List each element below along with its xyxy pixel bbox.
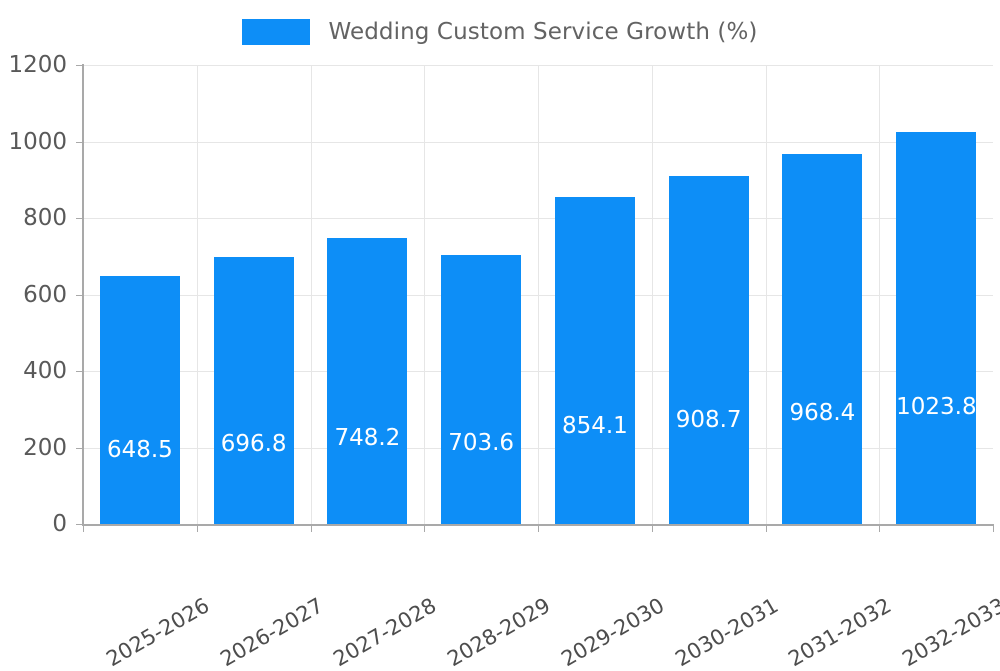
x-tick-label: 2025-2026 bbox=[102, 593, 214, 671]
gridline-vertical bbox=[652, 65, 653, 524]
y-tick-label: 200 bbox=[23, 434, 67, 461]
bar[interactable]: 648.5 bbox=[99, 275, 180, 524]
y-tick-mark bbox=[76, 371, 83, 372]
legend-swatch-icon bbox=[242, 19, 311, 45]
bar-value-label: 696.8 bbox=[220, 431, 287, 458]
y-tick-label: 0 bbox=[52, 511, 67, 537]
bar[interactable]: 968.4 bbox=[782, 153, 863, 524]
bar[interactable]: 748.2 bbox=[327, 237, 408, 524]
bar-value-label: 1023.8 bbox=[896, 393, 977, 420]
bar-value-label: 854.1 bbox=[561, 412, 628, 439]
bar[interactable]: 703.6 bbox=[441, 254, 522, 524]
legend-label: Wedding Custom Service Growth (%) bbox=[328, 19, 758, 45]
y-axis-spine bbox=[82, 64, 84, 525]
y-tick-mark bbox=[76, 65, 83, 66]
gridline-vertical bbox=[197, 65, 198, 524]
y-tick-mark bbox=[76, 524, 83, 525]
chart-legend: Wedding Custom Service Growth (%) bbox=[0, 12, 1000, 52]
gridline-vertical bbox=[424, 65, 425, 524]
bar-value-label: 703.6 bbox=[448, 430, 515, 457]
x-tick-label: 2028-2029 bbox=[443, 593, 555, 671]
x-tick-label: 2032-2033 bbox=[898, 593, 1000, 671]
bar-chart: Wedding Custom Service Growth (%) 0 200 40… bbox=[0, 12, 1000, 671]
x-tick-mark bbox=[652, 524, 653, 532]
y-tick-label: 1000 bbox=[8, 128, 67, 155]
x-tick-mark bbox=[538, 524, 539, 532]
x-tick-mark bbox=[311, 524, 312, 532]
x-tick-label: 2030-2031 bbox=[670, 593, 782, 671]
gridline-vertical bbox=[766, 65, 767, 524]
y-tick-label: 600 bbox=[23, 281, 67, 308]
bar-value-label: 648.5 bbox=[106, 436, 173, 463]
y-tick-mark bbox=[76, 218, 83, 219]
x-tick-mark bbox=[879, 524, 880, 532]
plot-area: 0 200 400 600 800 1000 1200 648.5 696.8 748.2 703… bbox=[8, 52, 1000, 671]
bar[interactable]: 1023.8 bbox=[896, 132, 977, 524]
gridline-vertical bbox=[879, 65, 880, 524]
x-tick-mark bbox=[197, 524, 198, 532]
x-tick-label: 2031-2032 bbox=[784, 593, 896, 671]
x-tick-label: 2026-2027 bbox=[215, 593, 327, 671]
y-tick-mark bbox=[76, 141, 83, 143]
y-tick-mark bbox=[76, 447, 83, 449]
bar[interactable]: 908.7 bbox=[668, 176, 749, 524]
y-tick-label: 1200 bbox=[8, 52, 67, 78]
bar[interactable]: 696.8 bbox=[213, 257, 294, 524]
x-tick-mark bbox=[766, 524, 767, 532]
x-tick-mark bbox=[993, 524, 994, 532]
bar-value-label: 748.2 bbox=[334, 425, 401, 452]
y-tick-mark bbox=[76, 294, 83, 296]
x-tick-mark bbox=[83, 524, 84, 532]
x-tick-label: 2029-2030 bbox=[557, 593, 669, 671]
y-tick-label: 800 bbox=[23, 205, 67, 231]
x-tick-mark bbox=[424, 524, 425, 532]
gridline-vertical bbox=[311, 65, 312, 524]
gridline-vertical bbox=[538, 65, 539, 524]
y-tick-label: 400 bbox=[23, 358, 67, 384]
x-tick-label: 2027-2028 bbox=[329, 593, 441, 671]
bar[interactable]: 854.1 bbox=[554, 197, 635, 524]
bar-value-label: 968.4 bbox=[789, 399, 856, 426]
bar-value-label: 908.7 bbox=[675, 406, 742, 433]
